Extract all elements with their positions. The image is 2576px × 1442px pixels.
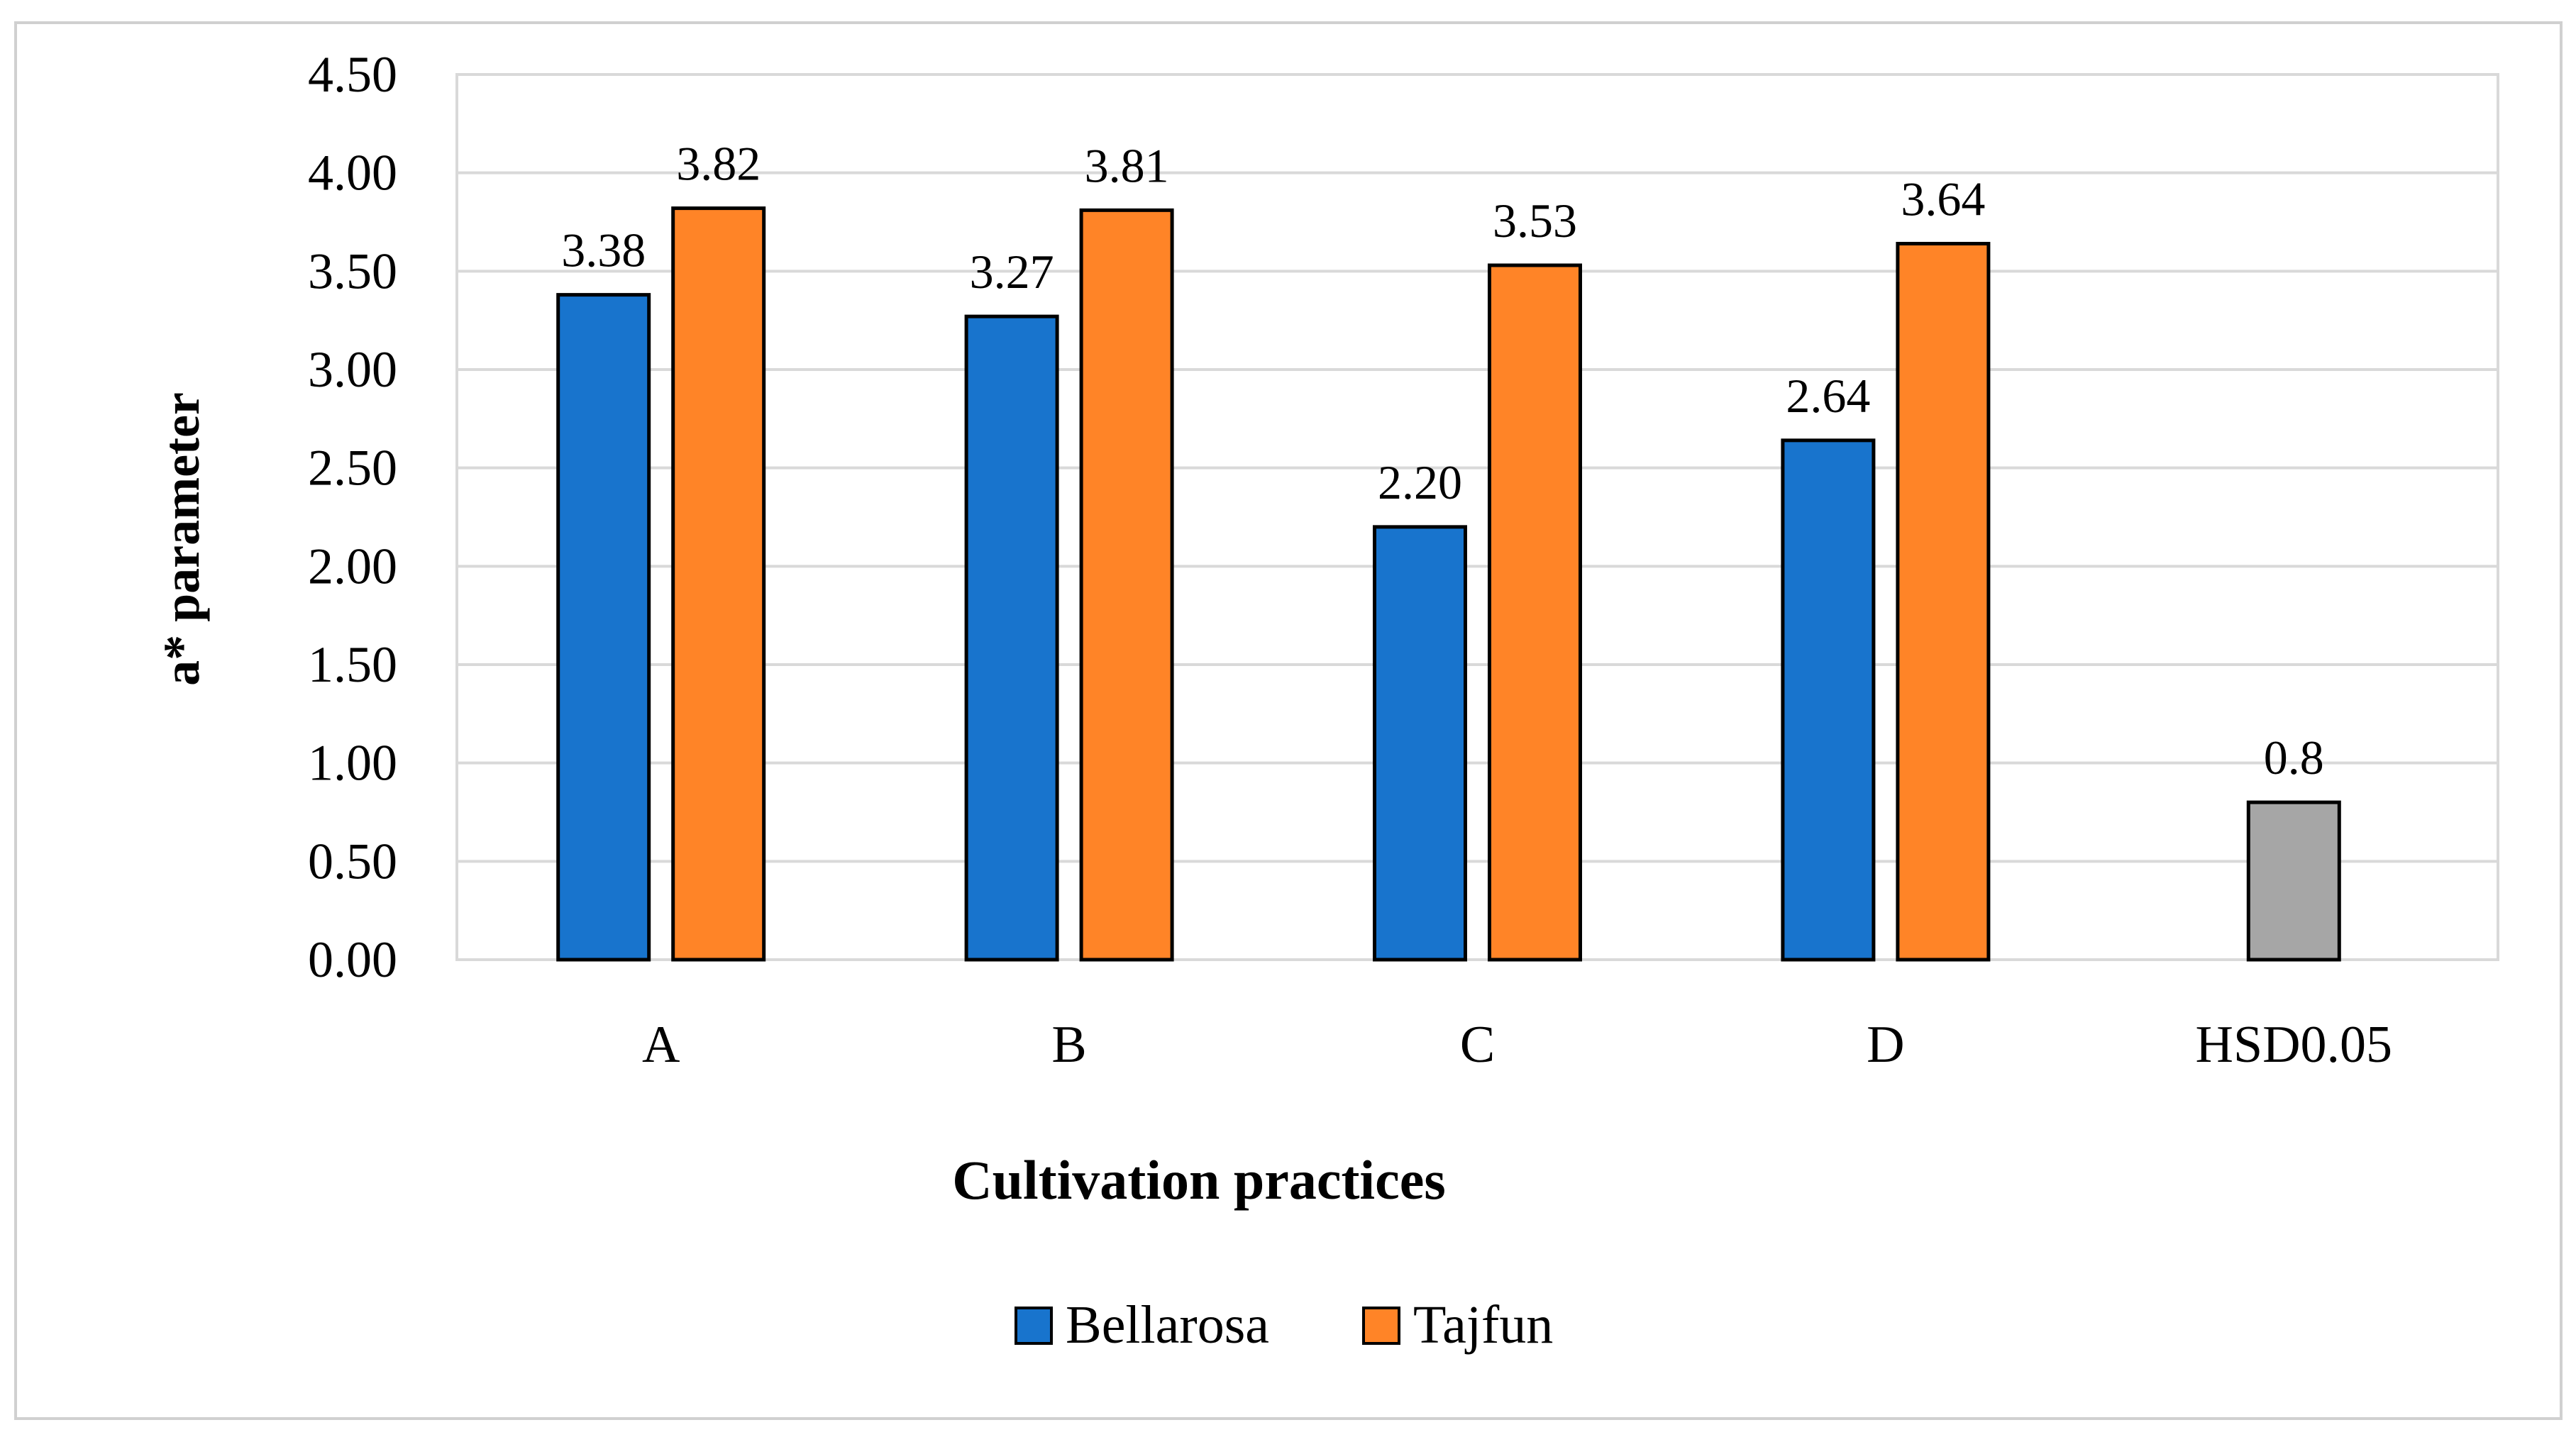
y-tick-label: 2.00	[308, 538, 397, 594]
bar-bellarosa-c[interactable]	[1373, 525, 1467, 962]
data-label-hsd0-05-hsd0-05: 0.8	[2264, 731, 2324, 784]
legend-item-bellarosa[interactable]: Bellarosa	[1015, 1295, 1269, 1355]
x-tick-label-d: D	[1867, 1016, 1904, 1074]
data-label-tajfun-c: 3.53	[1493, 194, 1577, 248]
data-label-tajfun-d: 3.64	[1901, 172, 1985, 226]
x-tick-label-hsd0-05: HSD0.05	[2196, 1016, 2393, 1074]
y-tick-label: 2.50	[308, 440, 397, 497]
data-label-bellarosa-d: 2.64	[1786, 369, 1870, 423]
legend-label-bellarosa: Bellarosa	[1066, 1295, 1269, 1355]
bar-bellarosa-b[interactable]	[964, 314, 1059, 962]
data-label-bellarosa-a: 3.38	[561, 223, 646, 277]
legend-swatch-tajfun	[1362, 1307, 1400, 1345]
y-tick-label: 1.50	[308, 636, 397, 693]
bar-tajfun-b[interactable]	[1079, 208, 1174, 962]
y-axis-ticks: 0.00 0.50 1.00 1.50 2.00 2.50 3.00 3.50 4.00 4.50	[308, 46, 397, 988]
data-label-tajfun-a: 3.82	[676, 137, 761, 191]
data-label-tajfun-b: 3.81	[1085, 138, 1169, 192]
plot-area-border	[455, 73, 2499, 961]
bars	[556, 206, 2341, 962]
y-tick-label: 0.50	[308, 833, 397, 889]
data-label-bellarosa-b: 3.27	[970, 245, 1054, 299]
bar-bellarosa-a[interactable]	[556, 293, 651, 962]
legend-swatch-bellarosa	[1015, 1307, 1053, 1345]
bar-tajfun-c[interactable]	[1488, 263, 1582, 962]
y-tick-label: 3.00	[308, 341, 397, 398]
y-tick-label: 4.00	[308, 145, 397, 201]
bar-tajfun-a[interactable]	[671, 206, 766, 962]
x-axis-ticks: A B C D HSD0.05	[642, 1016, 2392, 1074]
y-axis-title: a* parameter	[153, 392, 210, 686]
bar-bellarosa-d[interactable]	[1781, 438, 1876, 962]
data-label-bellarosa-c: 2.20	[1378, 455, 1462, 509]
x-tick-label-b: B	[1051, 1016, 1086, 1074]
y-tick-label: 0.00	[308, 931, 397, 988]
y-tick-label: 4.50	[308, 46, 397, 103]
legend: Bellarosa Tajfun	[1015, 1295, 1553, 1355]
y-tick-label: 3.50	[308, 243, 397, 299]
bar-tajfun-d[interactable]	[1896, 242, 1991, 962]
x-tick-label-a: A	[642, 1016, 680, 1074]
data-labels: 3.38 3.82 3.27 3.81 2.20 3.53 2.64 3.64 0.8	[561, 137, 2324, 785]
y-tick-label: 1.00	[308, 735, 397, 792]
x-tick-label-c: C	[1460, 1016, 1495, 1074]
x-axis-title: Cultivation practices	[952, 1149, 1445, 1211]
chart-border	[14, 21, 2563, 1420]
legend-item-tajfun[interactable]: Tajfun	[1362, 1295, 1553, 1355]
legend-label-tajfun: Tajfun	[1413, 1295, 1553, 1355]
bar-hsd0-05-hsd0-05[interactable]	[2246, 800, 2341, 962]
